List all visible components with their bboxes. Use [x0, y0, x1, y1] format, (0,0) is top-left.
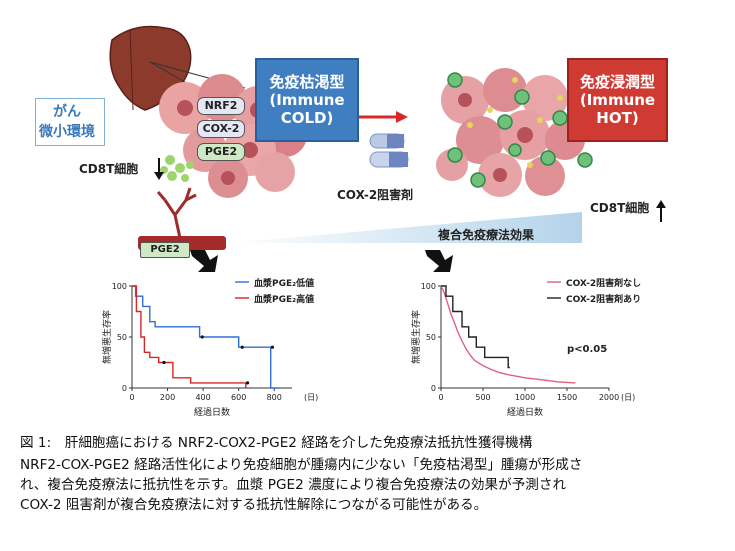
x-tick-label: 800 [267, 393, 282, 402]
immune-cold-box: 免疫枯渇型 (Immune COLD) [255, 58, 359, 142]
pfs-chart-pge2: 0 50 100 0 200 400 600 800 (日) 経過日数 無増悪生存率 血漿PGE₂低値… [101, 277, 318, 418]
cold-title: 免疫枯渇型 [269, 73, 345, 91]
hot-sub2: HOT) [596, 109, 639, 127]
figure-caption-line1: 図 1: 肝細胞癌における NRF2-COX2-PGE2 経路を介した免疫療法抵… [20, 435, 533, 451]
tme-label-box [35, 98, 105, 146]
pathway-cox2: COX-2 [197, 120, 245, 138]
x-tick-label: 200 [160, 393, 175, 402]
y-tick-label: 0 [122, 384, 127, 393]
tme-label-line2: 微小環境 [39, 124, 95, 140]
black-arrow-right-icon [425, 250, 453, 272]
cold-sub1: (Immune [269, 91, 345, 109]
series-line-1 [441, 285, 510, 369]
censor-mark [270, 345, 275, 349]
series-line-0 [132, 285, 280, 389]
x-tick-label: 0 [129, 393, 134, 402]
x-tick-label: 600 [231, 393, 246, 402]
hot-sub1: (Immune [579, 91, 656, 109]
x-axis-title: 経過日数 [507, 406, 543, 418]
x-tick-label: 400 [195, 393, 210, 402]
down-arrow-icon [154, 158, 164, 180]
black-arrow-left-icon [190, 250, 218, 272]
figure-caption-line2: NRF2-COX-PGE2 経路活性化により免疫細胞が腫瘍内に少ない「免疫枯渇型… [20, 457, 583, 473]
combo-effect-wedge [228, 212, 582, 243]
x-tick-label: 1500 [557, 393, 577, 402]
x-unit-label: (日) [621, 393, 635, 402]
legend-label-0: COX-2阻害剤なし [566, 277, 641, 289]
cd8-right-label: CD8T細胞 [590, 201, 650, 215]
x-tick-label: 0 [438, 393, 443, 402]
y-tick-label: 100 [112, 282, 127, 291]
up-arrow-icon [656, 200, 666, 222]
figure-caption-line4: COX-2 阻害剤が複合免疫療法に対する抵抗性解除につながる可能性がある。 [20, 497, 488, 513]
blood-vessel-branch-icon [156, 187, 197, 239]
x-unit-label: (日) [304, 393, 318, 402]
censor-mark [245, 381, 250, 385]
y-tick-label: 50 [117, 333, 127, 342]
legend-label-1: 血漿PGE₂高値 [254, 293, 314, 305]
figure-caption-line3: れ、複合免疫療法に抵抗性を示す。血漿 PGE2 濃度により複合免疫療法の効果が予… [20, 477, 567, 493]
yellow-particles [467, 77, 563, 168]
cd8-t-cells-right [447, 72, 593, 188]
hot-title: 免疫浸潤型 [579, 73, 655, 91]
p-value-annotation: p<0.05 [567, 344, 607, 355]
cold-sub2: COLD) [280, 109, 334, 127]
hot-tumor-cluster [436, 68, 585, 197]
immune-hot-box: 免疫浸潤型 (Immune HOT) [567, 58, 668, 142]
x-tick-label: 500 [475, 393, 490, 402]
pill-icon [369, 133, 409, 168]
tme-label-line1: がん [53, 104, 81, 120]
series-line-0 [440, 285, 576, 384]
pathway-pge2: PGE2 [197, 143, 245, 161]
red-arrow-icon [358, 111, 408, 123]
censor-mark [162, 360, 166, 365]
y-axis-title: 無増悪生存率 [410, 310, 422, 364]
combo-effect-label: 複合免疫療法効果 [438, 228, 535, 242]
censor-mark [240, 345, 244, 349]
censor-mark [200, 335, 204, 339]
x-tick-label: 1000 [515, 393, 535, 402]
y-tick-label: 50 [426, 333, 436, 342]
y-tick-label: 0 [431, 384, 436, 393]
x-tick-label: 2000 [599, 393, 619, 402]
cd8-left-label: CD8T細胞 [79, 162, 139, 176]
vessel-pge2-label: PGE2 [140, 242, 190, 258]
x-axis-title: 経過日数 [194, 406, 230, 418]
y-axis-title: 無増悪生存率 [101, 310, 113, 364]
legend-label-1: COX-2阻害剤あり [566, 293, 641, 305]
legend-label-0: 血漿PGE₂低値 [254, 277, 314, 289]
cox2-drug-label: COX-2阻害剤 [337, 188, 414, 202]
pathway-nrf2: NRF2 [197, 97, 245, 115]
series-line-1 [132, 285, 247, 388]
y-tick-label: 100 [421, 282, 436, 291]
